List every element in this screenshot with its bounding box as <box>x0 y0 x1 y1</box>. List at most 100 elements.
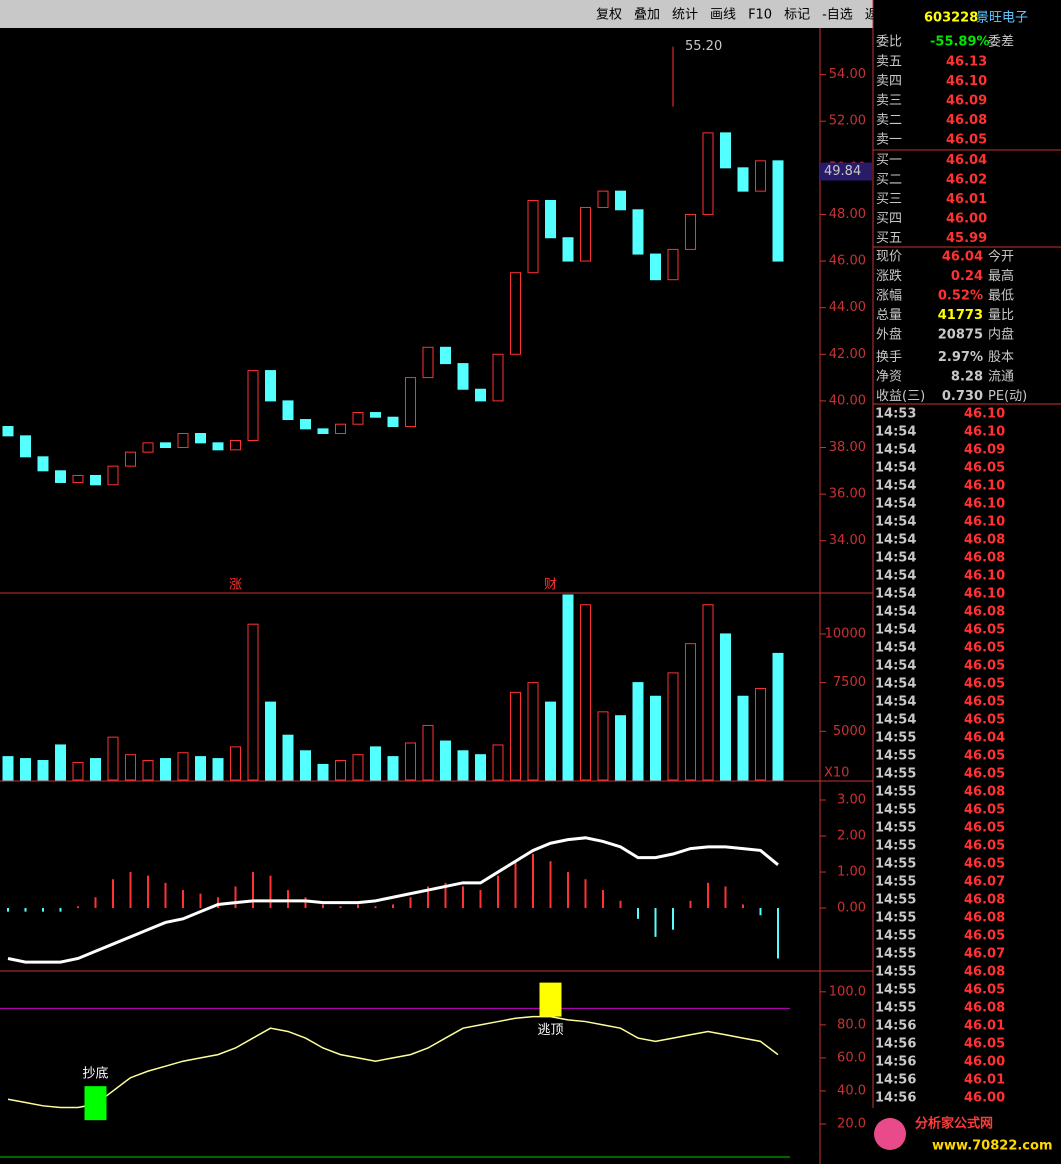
y-tick-label: 80.0 <box>837 1017 866 1032</box>
trade-price: 46.00 <box>964 1091 1005 1106</box>
trade-time: 14:54 <box>875 515 916 530</box>
watermark-logo <box>874 1118 906 1150</box>
trade-time: 14:55 <box>875 1001 916 1016</box>
volume-bar <box>107 736 119 781</box>
volume-bar <box>632 682 644 781</box>
toolbar-button[interactable]: 返回 <box>865 8 891 23</box>
volume-bar <box>160 758 171 781</box>
label: 委差 <box>988 35 1014 50</box>
trade-price: 46.07 <box>964 947 1005 962</box>
y-tick-label: 44.00 <box>829 300 866 315</box>
trade-time: 14:55 <box>875 875 916 890</box>
candle <box>90 474 101 486</box>
y-tick-label: 46.00 <box>829 254 866 269</box>
candle <box>772 160 784 262</box>
toolbar-button[interactable]: 标记 <box>784 8 810 23</box>
trade-price: 46.04 <box>964 731 1005 746</box>
y-tick-label: 0.00 <box>837 901 866 916</box>
candle <box>72 474 84 483</box>
signal-box <box>539 982 562 1017</box>
signal-label: 逃顶 <box>537 1023 563 1038</box>
trade-price: 46.08 <box>964 785 1005 800</box>
volume-bar <box>37 760 49 781</box>
volume-bar <box>667 672 679 781</box>
trade-time: 14:54 <box>875 497 916 512</box>
event-marker: 涨 <box>229 578 242 593</box>
quote-label: 现价 <box>876 250 902 265</box>
candle <box>230 440 241 451</box>
quote-label: 最低 <box>988 289 1014 304</box>
toolbar-button[interactable]: -自选 <box>822 8 853 23</box>
quote-label: 外盘 <box>876 327 902 343</box>
trade-time: 14:54 <box>875 587 916 602</box>
candle <box>247 370 259 442</box>
trade-time: 14:54 <box>875 425 916 440</box>
book-price: 46.02 <box>946 173 987 188</box>
cursor-label: 49.84 <box>824 164 861 179</box>
candle <box>195 433 206 444</box>
quote-label: 量比 <box>988 308 1014 323</box>
trade-time: 14:55 <box>875 911 916 926</box>
trade-price: 46.08 <box>964 965 1005 980</box>
volume-bar <box>440 740 451 781</box>
signal-box <box>84 1086 107 1121</box>
toolbar-button[interactable]: 叠加 <box>634 8 660 23</box>
quote-label: 内盘 <box>988 327 1014 343</box>
trade-time: 14:55 <box>875 893 916 908</box>
y-tick-label: 48.00 <box>829 207 866 222</box>
volume-bar <box>72 761 84 781</box>
toolbar-button[interactable]: 统计 <box>672 8 698 23</box>
trade-time: 14:56 <box>875 1037 916 1052</box>
volume-bar <box>615 715 626 781</box>
stock-name: 景旺电子 <box>976 11 1028 26</box>
trade-price: 46.08 <box>964 605 1005 620</box>
toolbar-button[interactable]: 画线 <box>710 8 736 23</box>
candle <box>160 442 171 449</box>
trade-time: 14:55 <box>875 857 916 872</box>
y-tick-label: 2.00 <box>837 829 866 844</box>
quote-value: 0.52% <box>938 289 983 304</box>
quote-label: 今开 <box>988 249 1014 265</box>
candle <box>457 363 469 390</box>
volume-bar <box>177 752 189 781</box>
trade-time: 14:55 <box>875 803 916 818</box>
k-line <box>7 1015 779 1109</box>
book-label: 买三 <box>876 192 902 207</box>
candle <box>667 248 679 281</box>
candle <box>510 272 521 355</box>
candle <box>317 428 329 435</box>
trade-price: 46.10 <box>964 569 1005 584</box>
y-tick-label: 42.00 <box>829 347 866 362</box>
trade-price: 46.01 <box>964 1073 1005 1088</box>
watermark-url: www.70822.com <box>932 1139 1053 1154</box>
y-tick-label: 38.00 <box>829 440 866 455</box>
trade-price: 46.05 <box>964 1037 1005 1052</box>
trade-price: 46.08 <box>964 1001 1005 1016</box>
trade-time: 14:55 <box>875 731 916 746</box>
toolbar-button[interactable]: 复权 <box>596 7 622 23</box>
trade-time: 14:56 <box>875 1091 916 1106</box>
trade-price: 46.08 <box>964 533 1005 548</box>
trade-time: 14:55 <box>875 785 916 800</box>
book-price: 45.99 <box>946 231 987 246</box>
trade-price: 46.05 <box>964 461 1005 476</box>
volume-bar <box>352 754 364 781</box>
candle <box>702 132 714 215</box>
book-label: 卖四 <box>876 74 902 89</box>
candle <box>475 388 486 402</box>
trade-time: 14:56 <box>875 1073 916 1088</box>
volume-bar <box>772 652 784 781</box>
y-tick-label: 60.0 <box>837 1050 866 1065</box>
toolbar-button[interactable]: F10 <box>748 8 772 23</box>
trade-time: 14:55 <box>875 983 916 998</box>
unit-label: X10 <box>824 766 849 781</box>
event-marker: 财 <box>544 578 557 593</box>
candle <box>37 456 49 472</box>
volume-bar <box>527 682 539 781</box>
volume-bar <box>195 756 206 781</box>
volume-bar <box>405 742 416 781</box>
trade-time: 14:56 <box>875 1055 916 1070</box>
candle <box>387 416 399 428</box>
candle <box>125 451 136 467</box>
